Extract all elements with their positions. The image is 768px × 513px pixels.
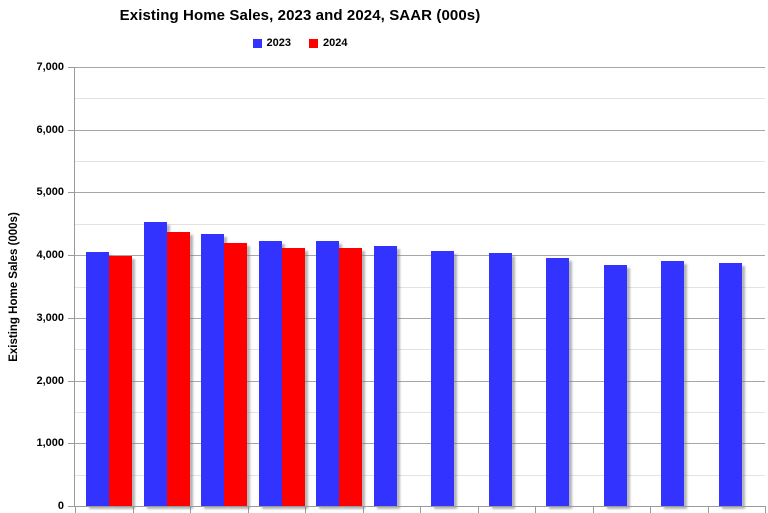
- bar-2024-jan: [109, 255, 132, 506]
- y-tick-6000: [68, 129, 75, 131]
- legend-swatch-2024: [309, 38, 318, 48]
- y-tick-0: [68, 506, 75, 507]
- bar-2024-apr: [281, 247, 305, 506]
- bar-2024-may: [339, 248, 362, 506]
- x-tick-8: [535, 506, 536, 513]
- x-tick-11: [707, 506, 709, 513]
- y-axis-title: Existing Home Sales (000s): [8, 212, 20, 362]
- y-tick-2000: [68, 380, 75, 382]
- x-tick-5: [362, 506, 364, 513]
- major-gridline-5000: [75, 192, 765, 194]
- y-tick-label-3000: 3,000: [36, 311, 64, 324]
- x-tick-1: [132, 506, 134, 513]
- y-tick-label-6000: 6,000: [36, 123, 64, 136]
- legend-item-2024: 2024: [309, 37, 347, 49]
- bar-2023-jul: [431, 251, 454, 506]
- y-tick-label-5000: 5,000: [36, 186, 64, 199]
- bar-2024-feb: [166, 231, 190, 506]
- bar-2023-mar: [201, 233, 224, 506]
- x-tick-3: [247, 506, 249, 513]
- x-tick-10: [650, 506, 651, 513]
- x-tick-12: [765, 506, 766, 513]
- bar-2023-oct: [603, 264, 627, 506]
- x-tick-6: [420, 506, 421, 513]
- y-tick-label-1000: 1,000: [36, 437, 64, 450]
- x-tick-9: [592, 506, 594, 513]
- y-tick-3000: [68, 317, 75, 319]
- major-gridline-2000: [75, 380, 765, 382]
- bar-2023-feb: [143, 221, 167, 506]
- legend-label-2024: 2024: [323, 37, 348, 49]
- y-tick-label-7000: 7,000: [36, 61, 64, 73]
- y-tick-label-0: 0: [57, 500, 64, 512]
- chart-title: Existing Home Sales, 2023 and 2024, SAAR…: [119, 7, 481, 24]
- legend-item-2023: 2023: [252, 37, 291, 49]
- major-gridline-6000: [75, 129, 765, 131]
- x-tick-4: [305, 506, 306, 513]
- legend-swatch-2023: [252, 38, 262, 48]
- minor-gridline-500: [75, 474, 765, 476]
- bar-2023-dec: [718, 262, 742, 506]
- y-tick-7000: [68, 67, 75, 68]
- minor-gridline-2500: [75, 349, 765, 351]
- minor-gridline-6500: [75, 98, 765, 100]
- minor-gridline-3500: [75, 286, 765, 288]
- bar-2024-mar: [224, 243, 247, 506]
- bar-2023-jun: [373, 245, 397, 506]
- major-gridline-7000: [75, 67, 765, 68]
- x-tick-2: [190, 506, 191, 513]
- y-tick-label-4000: 4,000: [36, 249, 64, 262]
- y-tick-5000: [68, 192, 75, 194]
- bar-2023-aug: [488, 253, 512, 506]
- bar-2023-sep: [546, 257, 569, 506]
- bar-2023-nov: [661, 260, 684, 506]
- y-tick-1000: [68, 443, 75, 445]
- major-gridline-4000: [75, 255, 765, 257]
- y-tick-4000: [68, 255, 75, 257]
- legend: 2023 2024: [0, 37, 600, 49]
- x-tick-7: [477, 506, 479, 513]
- minor-gridline-5500: [75, 161, 765, 163]
- x-axis-line: [74, 506, 766, 507]
- x-tick-0: [75, 506, 76, 513]
- y-tick-label-2000: 2,000: [36, 374, 64, 387]
- minor-gridline-1500: [75, 411, 765, 413]
- major-gridline-1000: [75, 443, 765, 445]
- minor-gridline-4500: [75, 223, 765, 225]
- bar-2023-jan: [86, 252, 109, 506]
- y-axis-line: [74, 67, 75, 507]
- legend-label-2023: 2023: [266, 37, 291, 49]
- bar-2023-may: [316, 241, 339, 506]
- major-gridline-3000: [75, 317, 765, 319]
- bar-2023-apr: [258, 241, 282, 506]
